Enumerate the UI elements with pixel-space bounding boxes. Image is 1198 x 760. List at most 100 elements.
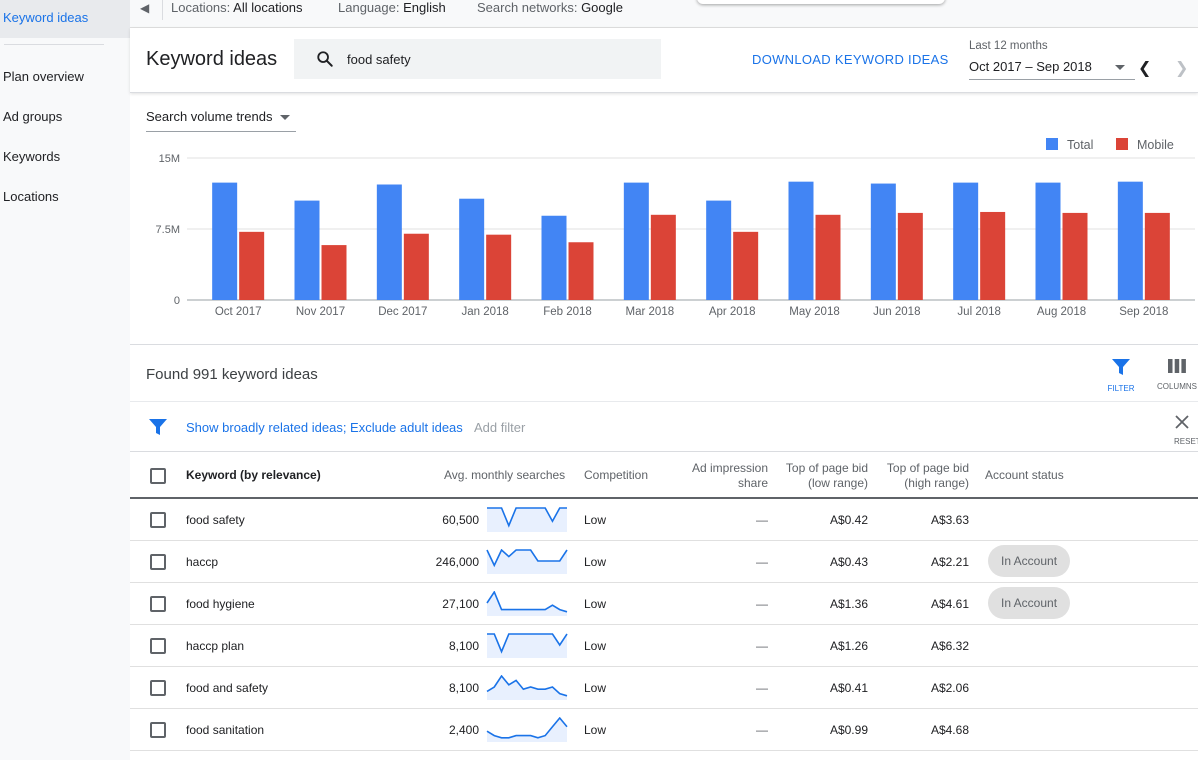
sparkline-area [487, 718, 567, 742]
search-icon [317, 51, 333, 67]
columns-button[interactable]: COLUMNS [1156, 359, 1198, 391]
sidebar-item-keyword-ideas[interactable]: Keyword ideas [0, 0, 130, 38]
column-header-keyword[interactable]: Keyword (by relevance) [186, 468, 321, 482]
column-header-competition[interactable]: Competition [584, 468, 649, 482]
x-tick-label: Sep 2018 [1119, 306, 1168, 318]
table-header: Keyword (by relevance) Avg. monthly sear… [130, 452, 1198, 499]
x-tick-label: Nov 2017 [296, 306, 345, 318]
column-header-bid-high[interactable]: Top of page bid (high range) [869, 461, 969, 491]
impression-share-cell: — [756, 723, 768, 737]
chevron-left-icon[interactable]: ❮ [1138, 60, 1152, 77]
y-tick-label: 0 [174, 295, 180, 307]
close-icon [1175, 415, 1189, 429]
header-line: share [737, 476, 768, 490]
row-checkbox[interactable] [150, 722, 166, 738]
bid-high-cell: A$4.68 [930, 723, 969, 737]
page-title: Keyword ideas [146, 48, 278, 70]
bid-low-cell: A$0.99 [829, 723, 868, 737]
applied-filter-chip[interactable]: Show broadly related ideas; Exclude adul… [186, 420, 463, 435]
date-range-label: Last 12 months [969, 40, 1048, 52]
keyword-cell: food hygiene [186, 597, 255, 611]
filter-label: FILTER [1107, 384, 1135, 393]
table-row[interactable]: food hygiene 27,100 Low — A$1.36 A$4.61 … [130, 583, 1198, 625]
collapse-arrow-icon[interactable]: ◀ [140, 1, 150, 15]
trend-sparkline [487, 633, 568, 658]
bid-high-cell: A$4.61 [930, 597, 969, 611]
row-checkbox[interactable] [150, 554, 166, 570]
date-range-underline [969, 79, 1135, 80]
searches-cell: 8,100 [448, 639, 479, 653]
reset-button[interactable]: RESET [1174, 414, 1198, 446]
filter-button[interactable]: FILTER [1106, 359, 1136, 393]
bar-mobile [897, 212, 923, 300]
x-tick-label: Apr 2018 [709, 306, 756, 318]
column-header-searches[interactable]: Avg. monthly searches [444, 468, 566, 482]
keyword-cell: haccp [186, 555, 219, 569]
sparkline-line [487, 633, 568, 654]
date-range-select[interactable]: Oct 2017 – Sep 2018 [969, 59, 1092, 74]
table-row[interactable]: food sanitation 2,400 Low — A$0.99 A$4.6… [130, 709, 1198, 751]
chevron-right-icon[interactable]: ❯ [1175, 60, 1189, 77]
columns-label: COLUMNS [1156, 382, 1197, 391]
download-keyword-ideas-button[interactable]: DOWNLOAD KEYWORD IDEAS [752, 52, 949, 67]
trend-sparkline [487, 507, 567, 532]
impression-share-cell: — [756, 597, 768, 611]
search-networks-filter[interactable]: Search networks: Google [477, 0, 623, 16]
impression-share-cell: — [756, 639, 768, 653]
column-header-bid-low[interactable]: Top of page bid (low range) [768, 461, 868, 491]
dropdown-caret-icon[interactable] [280, 115, 290, 120]
keyword-search-input[interactable]: food safety [294, 39, 661, 79]
searches-cell: 8,100 [448, 681, 479, 695]
sparkline-line [486, 717, 568, 739]
bar-chart: 0 7.5M 15M Oct 2017 Nov 2017 Dec 2017 Jan 2018… [156, 138, 1195, 318]
sparkline-line [486, 675, 568, 697]
row-checkbox[interactable] [150, 680, 166, 696]
search-volume-chart: Search volume trends 0 7.5M 15M Oct 2017 Nov… [130, 94, 1198, 344]
searches-cell: 27,100 [442, 597, 479, 611]
table-row[interactable]: food safety 60,500 Low — A$0.42 A$3.63 [130, 499, 1198, 541]
x-tick-label: May 2018 [789, 306, 840, 318]
searches-cell: 2,400 [448, 723, 479, 737]
impression-share-cell: — [756, 681, 768, 695]
keyword-cell: food safety [186, 513, 245, 527]
sparkline-line [487, 507, 567, 528]
sidebar-item-plan-overview[interactable]: Plan overview [3, 69, 84, 84]
locations-label: Locations: [171, 0, 231, 15]
add-filter-button[interactable]: Add filter [474, 420, 526, 435]
competition-cell: Low [584, 597, 607, 611]
table-row[interactable]: food and safety 8,100 Low — A$0.41 A$2.0… [130, 667, 1198, 709]
sidebar-divider [4, 44, 104, 45]
row-checkbox[interactable] [150, 596, 166, 612]
dropdown-caret-icon[interactable] [1115, 65, 1125, 70]
applied-filters-row: Show broadly related ideas; Exclude adul… [130, 402, 1198, 452]
column-header-impression-share[interactable]: Ad impression share [678, 461, 768, 491]
main-panel: Keyword ideas food safety DOWNLOAD KEYWO… [130, 28, 1198, 760]
filter-icon[interactable] [149, 419, 167, 435]
chart-type-select[interactable]: Search volume trends [146, 109, 273, 124]
bar-total [953, 182, 979, 300]
bar-mobile [980, 211, 1006, 300]
bid-high-cell: A$2.21 [930, 555, 969, 569]
reset-label: RESET [1174, 437, 1198, 446]
impression-share-cell: — [756, 513, 768, 527]
table-row[interactable]: haccp plan 8,100 Low — A$1.26 A$6.32 [130, 625, 1198, 667]
select-all-checkbox[interactable] [150, 468, 166, 484]
locations-filter[interactable]: Locations: All locations [171, 0, 303, 16]
bid-low-cell: A$1.36 [829, 597, 868, 611]
row-checkbox[interactable] [150, 638, 166, 654]
sidebar-item-locations[interactable]: Locations [3, 189, 59, 204]
column-header-account-status[interactable]: Account status [985, 468, 1064, 482]
bar-total [541, 215, 567, 300]
x-tick-label: Jan 2018 [462, 306, 509, 318]
sidebar-item-ad-groups[interactable]: Ad groups [3, 109, 63, 124]
language-filter[interactable]: Language: English [338, 0, 446, 16]
competition-cell: Low [584, 555, 607, 569]
locations-value: All locations [233, 0, 303, 15]
row-checkbox[interactable] [150, 512, 166, 528]
sidebar-nav: Keyword ideas Plan overview Ad groups Ke… [0, 0, 130, 760]
y-tick-label: 15M [159, 153, 180, 165]
searches-cell: 60,500 [442, 513, 479, 527]
results-count: Found 991 keyword ideas [146, 366, 318, 383]
table-row[interactable]: haccp 246,000 Low — A$0.43 A$2.21 In Acc… [130, 541, 1198, 583]
sidebar-item-keywords[interactable]: Keywords [3, 149, 61, 164]
